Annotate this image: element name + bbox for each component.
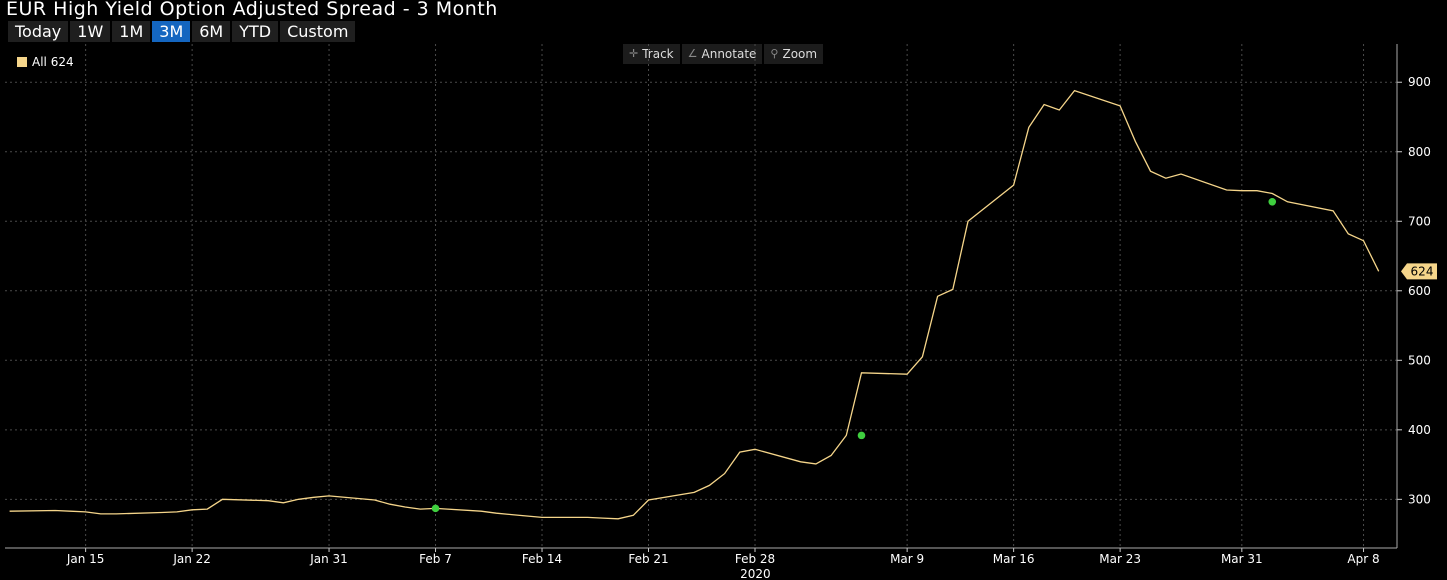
ytick-label-600: 600 [1408,284,1431,298]
track-label: Track [642,47,674,61]
xtick-label-7: Mar 9 [890,552,924,566]
xtick-label-6: Feb 28 [735,552,775,566]
annotate-button[interactable]: ∠ Annotate [681,44,763,64]
xtick-label-3: Feb 7 [419,552,452,566]
range-button-1w[interactable]: 1W [70,21,111,42]
axes: 300 400 500 600 700 800 900 Jan 15 Jan 22 Jan 31 F… [5,44,1431,580]
x-axis-label: 2020 [740,567,771,580]
range-button-1m[interactable]: 1M [112,21,151,42]
ytick-label-500: 500 [1408,353,1431,367]
markers [431,198,1277,513]
zoom-button[interactable]: ⚲ Zoom [764,44,824,64]
track-button[interactable]: ✛ Track [623,44,680,64]
xtick-label-4: Feb 14 [522,552,562,566]
legend-label: All 624 [32,55,74,69]
ytick-label-400: 400 [1408,423,1431,437]
last-value-label: 624 [1401,263,1437,280]
chart-title: EUR High Yield Option Adjusted Spread - … [6,0,498,20]
ytick-label-800: 800 [1408,145,1431,159]
marker-point-1 [857,431,866,440]
xtick-label-0: Jan 15 [66,552,105,566]
legend-swatch [17,57,27,67]
time-range-selector: Today 1W 1M 3M 6M YTD Custom [8,21,356,42]
xtick-label-2: Jan 31 [309,552,348,566]
marker-point-0 [431,504,440,513]
xtick-label-9: Mar 23 [1099,552,1141,566]
magnifier-icon: ⚲ [770,47,779,60]
ytick-label-900: 900 [1408,75,1431,89]
zoom-label: Zoom [782,47,818,61]
xtick-label-11: Apr 8 [1347,552,1379,566]
grid [5,44,1397,548]
xtick-label-10: Mar 31 [1221,552,1263,566]
range-button-custom[interactable]: Custom [280,21,356,42]
xtick-label-1: Jan 22 [172,552,211,566]
xtick-label-8: Mar 16 [993,552,1035,566]
series-line-all [9,89,1380,520]
last-value-text: 624 [1411,264,1434,278]
crosshair-icon: ✛ [629,47,639,60]
annotate-label: Annotate [701,47,757,61]
marker-point-2 [1268,198,1277,206]
series-all [9,89,1380,520]
range-button-today[interactable]: Today [8,21,69,42]
ytick-label-300: 300 [1408,492,1431,506]
range-button-3m[interactable]: 3M [152,21,191,42]
xtick-label-5: Feb 21 [628,552,668,566]
range-button-ytd[interactable]: YTD [232,21,279,42]
chart-toolbar: ✛ Track ∠ Annotate ⚲ Zoom [623,44,824,64]
ytick-label-700: 700 [1408,214,1431,228]
last-value-tag [1401,263,1437,280]
range-button-6m[interactable]: 6M [192,21,231,42]
pencil-icon: ∠ [687,47,698,60]
legend: All 624 [17,55,74,69]
